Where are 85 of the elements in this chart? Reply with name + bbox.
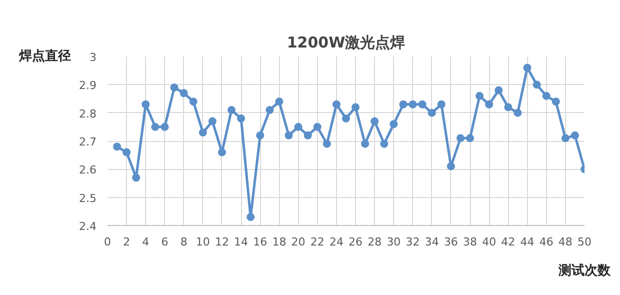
x-tick-label: 32 bbox=[406, 236, 420, 248]
x-tick-label: 10 bbox=[196, 236, 210, 248]
point bbox=[284, 131, 293, 140]
x-tick-label: 26 bbox=[348, 236, 363, 248]
x-tick-label: 46 bbox=[539, 236, 554, 248]
point bbox=[170, 83, 178, 92]
point bbox=[514, 108, 522, 117]
point bbox=[208, 117, 216, 126]
point bbox=[523, 64, 532, 72]
x-tick-label: 8 bbox=[180, 236, 188, 248]
x-axis-title: 测试次数 bbox=[558, 262, 612, 278]
y-tick-label: 3 bbox=[90, 51, 96, 64]
y-tick-label: 2.4 bbox=[79, 220, 97, 233]
point bbox=[494, 86, 503, 94]
point bbox=[122, 148, 131, 156]
point bbox=[370, 117, 379, 126]
x-tick-label: 24 bbox=[329, 236, 344, 248]
x-tick-label: 28 bbox=[368, 236, 382, 248]
point bbox=[342, 114, 350, 122]
point bbox=[266, 106, 274, 114]
point bbox=[332, 100, 340, 108]
x-tick-label: 34 bbox=[424, 236, 439, 248]
point bbox=[198, 128, 207, 137]
x-tick-label: 14 bbox=[234, 236, 248, 248]
point bbox=[322, 140, 331, 148]
point bbox=[476, 92, 484, 100]
x-tick-label: 50 bbox=[578, 236, 592, 248]
y-tick-label: 2.9 bbox=[79, 79, 97, 92]
y-tick-label: 2.8 bbox=[79, 107, 97, 120]
point bbox=[189, 98, 198, 106]
point bbox=[352, 103, 360, 112]
x-tick-label: 36 bbox=[444, 236, 458, 248]
point bbox=[552, 98, 560, 106]
point bbox=[437, 100, 446, 108]
point bbox=[304, 131, 312, 140]
point bbox=[399, 100, 408, 108]
y-tick-label: 2.7 bbox=[79, 136, 97, 148]
point bbox=[446, 162, 455, 170]
y-axis-title: 焊点直径 bbox=[18, 48, 72, 64]
x-tick-label: 0 bbox=[104, 236, 111, 248]
x-tick-label: 2 bbox=[123, 236, 130, 248]
point bbox=[418, 100, 426, 108]
point bbox=[275, 98, 284, 106]
point bbox=[218, 148, 226, 156]
x-tick-label: 42 bbox=[501, 236, 516, 248]
point bbox=[570, 131, 579, 140]
x-tick-label: 40 bbox=[482, 236, 496, 248]
x-tick-label: 4 bbox=[142, 236, 150, 248]
x-tick-label: 38 bbox=[463, 236, 478, 248]
point bbox=[504, 103, 512, 112]
y-tick-label: 2.6 bbox=[79, 164, 97, 177]
point bbox=[361, 140, 370, 148]
x-tick-label: 44 bbox=[520, 236, 534, 248]
point bbox=[180, 89, 188, 98]
point bbox=[313, 122, 322, 131]
point bbox=[160, 122, 169, 131]
point bbox=[256, 131, 264, 140]
x-tick-label: 30 bbox=[386, 236, 401, 248]
point bbox=[561, 134, 570, 142]
point bbox=[151, 122, 160, 131]
point bbox=[390, 120, 398, 128]
point bbox=[380, 140, 388, 148]
point bbox=[113, 142, 122, 151]
point bbox=[485, 100, 494, 108]
chart-title: 1200W激光点焊 bbox=[286, 34, 406, 52]
point bbox=[428, 108, 436, 117]
point bbox=[456, 134, 464, 142]
x-tick-label: 12 bbox=[214, 236, 229, 248]
x-tick-label: 6 bbox=[161, 236, 168, 248]
point bbox=[408, 100, 417, 108]
point bbox=[294, 122, 302, 131]
point bbox=[132, 174, 140, 182]
x-tick-label: 16 bbox=[253, 236, 268, 248]
point bbox=[228, 106, 236, 114]
point bbox=[142, 100, 150, 108]
x-tick-label: 48 bbox=[558, 236, 572, 248]
x-tick-label: 18 bbox=[272, 236, 286, 248]
x-tick-label: 22 bbox=[310, 236, 324, 248]
x-tick-label: 20 bbox=[291, 236, 306, 248]
point bbox=[466, 134, 474, 142]
y-tick-label: 2.5 bbox=[79, 192, 97, 205]
point bbox=[246, 213, 255, 222]
point bbox=[237, 114, 246, 122]
point bbox=[542, 92, 550, 100]
point bbox=[532, 80, 541, 89]
